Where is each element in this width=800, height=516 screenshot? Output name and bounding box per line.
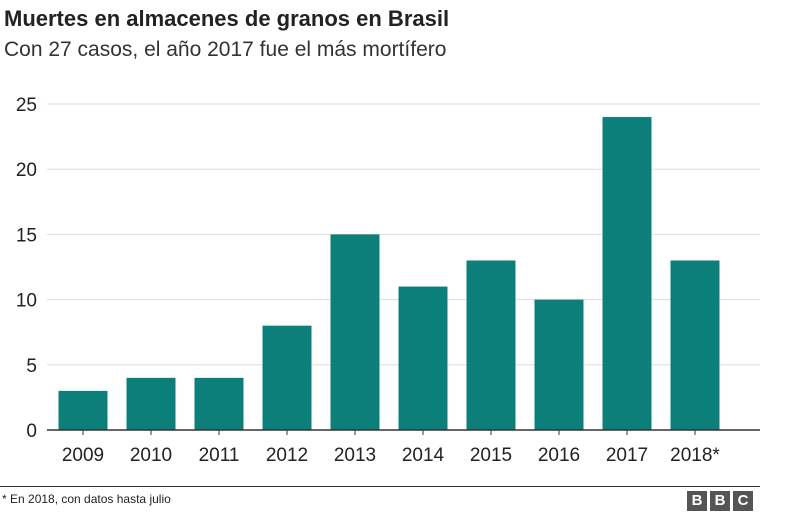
x-tick-label: 2018*	[670, 445, 720, 466]
footnote: * En 2018, con datos hasta julio	[2, 492, 171, 506]
bbc-logo: B B C	[687, 491, 753, 511]
chart-subtitle: Con 27 casos, el año 2017 fue el más mor…	[4, 38, 447, 61]
x-tick-label: 2013	[334, 445, 376, 466]
x-tick-label: 2009	[62, 445, 104, 466]
x-tick-label: 2010	[130, 445, 172, 466]
x-tick-label: 2012	[266, 445, 308, 466]
bbc-logo-letter: B	[687, 491, 707, 511]
x-tick-label: 2011	[199, 445, 240, 466]
bar	[330, 234, 380, 430]
bbc-logo-letter: B	[710, 491, 730, 511]
x-tick-label: 2015	[470, 445, 512, 466]
y-axis-ticks: 0 5 10 15 20 25	[16, 95, 37, 442]
y-tick-label: 20	[16, 160, 37, 181]
y-tick-label: 15	[16, 225, 37, 246]
x-tick-label: 2017	[606, 445, 648, 466]
y-tick-label: 5	[26, 356, 37, 377]
bar	[58, 390, 108, 430]
y-tick-label: 10	[16, 291, 37, 312]
bar	[602, 117, 652, 430]
y-tick-label: 0	[26, 421, 37, 442]
x-axis-ticks: 2009 2010 2011 2012 2013 2014 2015 2016 2017 2018…	[62, 430, 720, 466]
chart-title: Muertes en almacenes de granos en Brasil	[4, 6, 450, 31]
x-tick-label: 2014	[402, 445, 445, 466]
bar	[466, 260, 516, 430]
bars	[58, 117, 720, 430]
bar	[194, 377, 244, 430]
bbc-logo-letter: C	[733, 491, 753, 511]
x-tick-label: 2016	[538, 445, 580, 466]
footer-divider	[0, 486, 760, 487]
bar	[670, 260, 720, 430]
bar	[534, 299, 584, 430]
bar	[126, 377, 176, 430]
bar	[262, 325, 312, 430]
y-tick-label: 25	[16, 95, 37, 116]
bar	[398, 286, 448, 430]
